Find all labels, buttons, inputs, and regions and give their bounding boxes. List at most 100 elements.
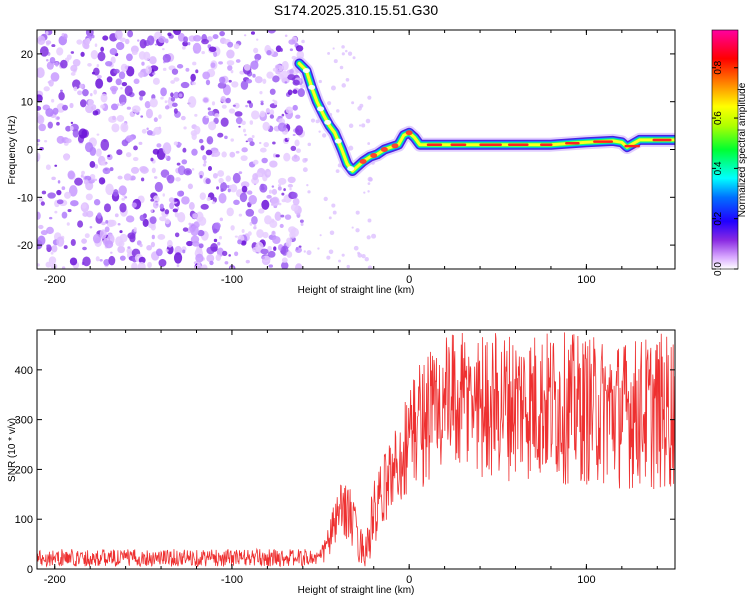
spectrogram-blob [259, 110, 266, 118]
spectrogram-blob [244, 133, 247, 137]
spectrogram-blob [173, 30, 182, 36]
spectrogram-blob [332, 210, 337, 215]
spectrogram-blob [221, 151, 227, 158]
spectrogram-blob [46, 244, 51, 248]
spectrogram-blob [232, 104, 236, 107]
spectrogram-blob [341, 45, 345, 49]
spectrogram-blob [106, 154, 113, 161]
spectrogram-ridge-knot [380, 147, 388, 152]
spectrogram-blob [357, 106, 362, 111]
spectrogram-blob [322, 133, 327, 138]
spectrogram-y-tick-label: 20 [21, 49, 33, 61]
spectrogram-blob [212, 34, 219, 40]
spectrogram-blob [45, 261, 52, 268]
spectrogram-blob [364, 257, 369, 262]
spectrogram-blob [278, 202, 282, 206]
spectrogram-blob [226, 207, 234, 217]
spectrogram-blob [168, 197, 175, 203]
spectrogram-blob [87, 62, 92, 67]
spectrogram-blob [240, 181, 250, 188]
spectrogram-blob [60, 89, 63, 93]
spectrogram-blob [50, 72, 60, 82]
spectrogram-blob [51, 176, 56, 181]
spectrogram-blob [117, 245, 126, 254]
spectrogram-blob [259, 147, 267, 153]
spectrogram-blob [121, 197, 126, 201]
spectrogram-blob [228, 254, 231, 257]
spectrogram-blob [131, 262, 138, 269]
spectrogram-blob [249, 141, 255, 147]
spectrogram-blob [61, 266, 66, 269]
spectrogram-blob [170, 96, 176, 102]
spectrogram-blob [140, 115, 144, 118]
spectrogram-blob [243, 128, 246, 133]
spectrogram-ridge-knot [405, 130, 413, 136]
spectrogram-ridge [292, 56, 675, 178]
spectrogram-blob [206, 136, 214, 145]
spectrogram-blob [195, 253, 204, 263]
spectrogram-blob [160, 87, 167, 97]
spectrogram-blob [118, 185, 127, 196]
spectrogram-blob [228, 79, 232, 83]
spectrogram-blob [47, 192, 56, 199]
spectrogram-blob [202, 163, 207, 167]
spectrogram-blob [261, 157, 268, 164]
spectrogram-blob [78, 128, 88, 139]
spectrogram-blob [44, 139, 48, 143]
spectrogram-blob [180, 81, 190, 89]
spectrogram-blob [181, 159, 188, 165]
spectrogram-blob [45, 40, 52, 45]
spectrogram-blob [74, 177, 83, 186]
spectrogram-blob [240, 240, 247, 246]
spectrogram-blob [162, 193, 165, 197]
spectrogram-blob [214, 222, 221, 230]
spectrogram-blob [82, 256, 91, 267]
spectrogram-blob [126, 247, 133, 254]
spectrogram-blob [131, 51, 138, 56]
spectrogram-blob [327, 51, 331, 55]
spectrogram-blob [367, 182, 371, 186]
spectrogram-blob [176, 162, 181, 166]
spectrogram-blob [130, 166, 140, 174]
spectrogram-blob [192, 240, 200, 247]
spectrogram-blob [119, 37, 126, 43]
spectrogram-blob [234, 111, 243, 117]
spectrogram-blob [125, 135, 134, 142]
spectrogram-blob [206, 197, 211, 202]
spectrogram-blob [67, 170, 76, 180]
spectrogram-blob [89, 161, 96, 168]
spectrogram-blob [231, 81, 239, 88]
spectrogram-blob [95, 256, 100, 262]
spectrogram-blob [149, 98, 158, 108]
spectrogram-blob [287, 73, 296, 81]
spectrogram-blob [79, 83, 84, 89]
spectrogram-blob [230, 225, 235, 231]
spectrogram-blob [164, 100, 168, 104]
spectrogram-blob [227, 65, 233, 71]
spectrogram-blob [318, 79, 322, 84]
spectrogram-blob [110, 56, 116, 64]
spectrogram-blob [70, 200, 79, 207]
spectrogram-blob [218, 193, 227, 204]
spectrogram-blob [177, 32, 185, 42]
spectrogram-blob [82, 88, 89, 97]
spectrogram-blob [177, 165, 186, 176]
spectrogram-blob [176, 64, 184, 69]
spectrogram-blob [203, 160, 207, 164]
spectrogram-blob [275, 154, 280, 158]
spectrogram-blob [232, 172, 241, 184]
spectrogram-blob [245, 259, 250, 264]
spectrogram-blob [201, 264, 208, 269]
spectrogram-blob [201, 50, 205, 55]
spectrogram-blob [201, 38, 209, 45]
spectrogram-blob [197, 229, 205, 237]
spectrogram-blob [262, 231, 269, 239]
spectrogram-blob [115, 78, 122, 86]
spectrogram-blob [182, 147, 187, 153]
spectrogram-blob [114, 213, 119, 218]
spectrogram-blob [266, 194, 272, 199]
spectrogram-blob [345, 77, 350, 82]
spectrogram-blob [190, 73, 196, 82]
